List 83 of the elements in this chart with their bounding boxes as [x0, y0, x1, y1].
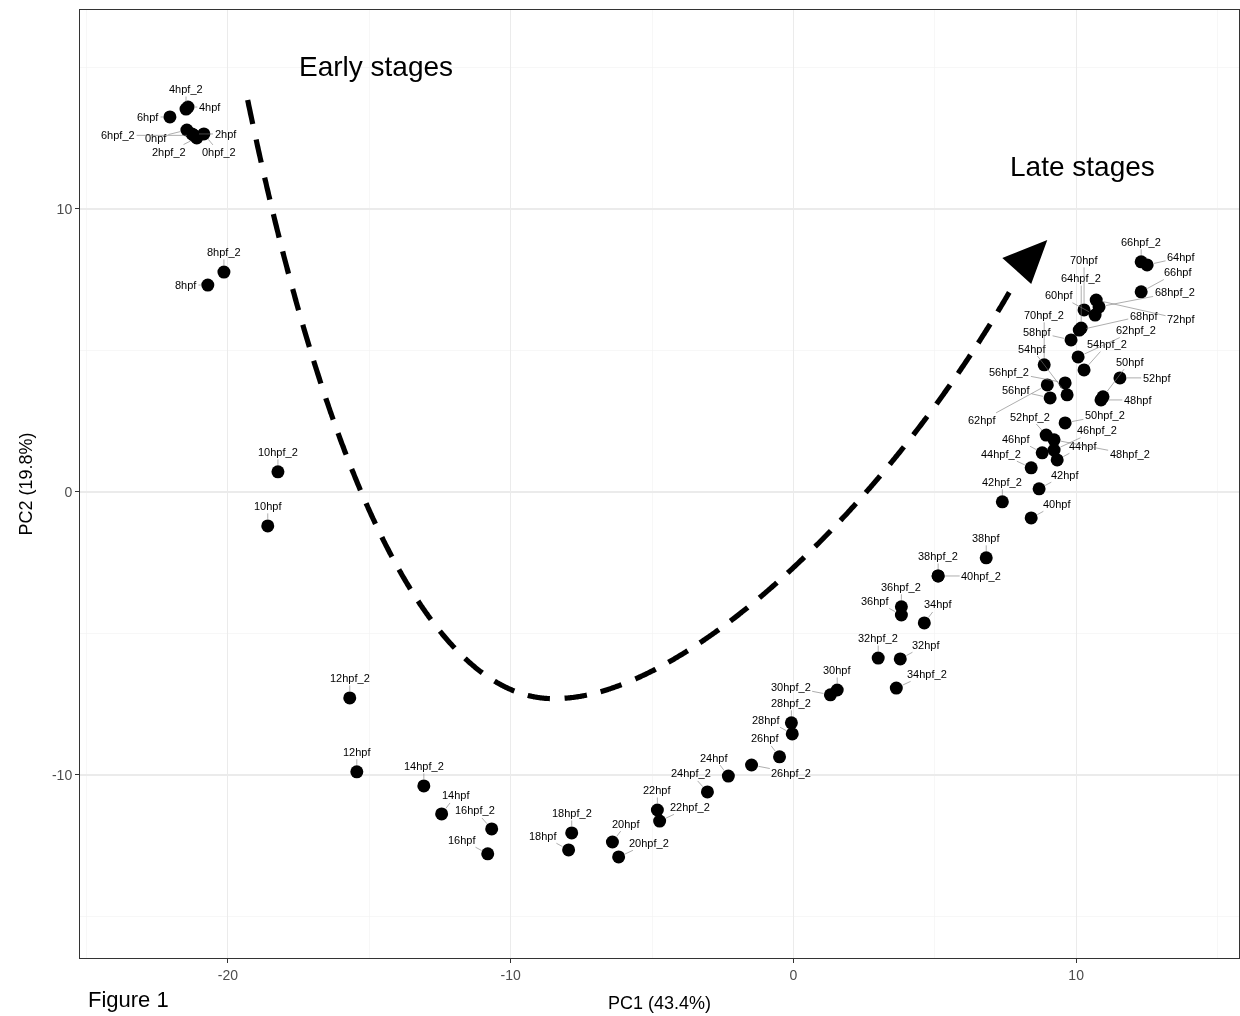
annotation: Late stages — [1010, 151, 1155, 182]
annotation: 66hpf — [1164, 266, 1193, 278]
annotation: 50hpf_2 — [1085, 409, 1125, 421]
annotation: 54hpf — [1018, 343, 1047, 355]
annotation: 14hpf_2 — [404, 760, 444, 772]
annotation: 2hpf — [215, 128, 238, 140]
annotation: 30hpf — [823, 664, 852, 676]
annotation: 34hpf_2 — [907, 668, 947, 680]
annotation: 18hpf_2 — [552, 807, 592, 819]
annotation: 48hpf_2 — [1110, 448, 1150, 460]
y-tick-label: 0 — [64, 483, 73, 500]
annotation: 32hpf_2 — [858, 632, 898, 644]
annotation: 4hpf — [199, 101, 222, 113]
annotation: 62hpf — [968, 414, 997, 426]
annotation: 36hpf_2 — [881, 581, 921, 593]
annotation: 28hpf_2 — [771, 697, 811, 709]
annotation: 66hpf_2 — [1121, 236, 1161, 248]
y-axis-title: PC2 (19.8%) — [16, 432, 37, 536]
annotation: 68hpf — [1130, 310, 1159, 322]
annotation: 64hpf_2 — [1061, 272, 1101, 284]
annotation: 22hpf — [643, 784, 672, 796]
annotation: 72hpf — [1167, 313, 1196, 325]
annotation: 2hpf_2 — [152, 146, 186, 158]
x-tick-label: -10 — [500, 966, 521, 983]
annotation: 70hpf_2 — [1024, 309, 1064, 321]
annotation: 50hpf — [1116, 356, 1145, 368]
annotation: 64hpf — [1167, 251, 1196, 263]
annotation: 4hpf_2 — [169, 83, 203, 95]
annotation: 16hpf_2 — [455, 804, 495, 816]
annotation: 24hpf — [700, 752, 729, 764]
annotation: 38hpf_2 — [918, 550, 958, 562]
annotation: 8hpf — [175, 279, 198, 291]
annotation: 38hpf — [972, 532, 1001, 544]
annotation: 0hpf — [145, 132, 168, 144]
annotation: 42hpf_2 — [982, 476, 1022, 488]
x-axis-title: PC1 (43.4%) — [607, 992, 712, 1013]
annotation: 68hpf_2 — [1155, 286, 1195, 298]
annotation: 62hpf_2 — [1116, 324, 1156, 336]
annotation: 48hpf — [1124, 394, 1153, 406]
annotation: 20hpf_2 — [629, 837, 669, 849]
annotation: 36hpf — [861, 595, 890, 607]
annotation: 10hpf — [254, 500, 283, 512]
annotation: 32hpf — [912, 639, 941, 651]
annotation: 34hpf — [924, 598, 953, 610]
annotation: 12hpf_2 — [330, 672, 370, 684]
annotation: 0hpf_2 — [202, 146, 236, 158]
annotation: 52hpf_2 — [1010, 411, 1050, 423]
annotation: 22hpf_2 — [670, 801, 710, 813]
annotation: 46hpf — [1002, 433, 1031, 445]
annotation: 52hpf — [1143, 372, 1172, 384]
annotation: 28hpf — [752, 714, 781, 726]
annotation: 26hpf — [751, 732, 780, 744]
annotation: 24hpf_2 — [671, 767, 711, 779]
annotation: 10hpf_2 — [258, 446, 298, 458]
annotation: 14hpf — [442, 789, 471, 801]
annotation: 42hpf — [1051, 469, 1080, 481]
x-tick-label: 10 — [1068, 966, 1085, 983]
annotation: 60hpf — [1045, 289, 1074, 301]
caption: Figure 1 — [88, 987, 169, 1012]
annotation: 40hpf — [1043, 498, 1072, 510]
x-tick-label: -20 — [217, 966, 239, 983]
annotation: 70hpf — [1070, 254, 1099, 266]
annotation: 44hpf_2 — [981, 448, 1021, 460]
annotation: 18hpf — [529, 830, 558, 842]
annotation: 44hpf — [1069, 440, 1098, 452]
annotation: 16hpf — [448, 834, 477, 846]
annotation: 8hpf_2 — [207, 246, 241, 258]
y-tick-label: -10 — [51, 766, 73, 783]
annotation: 20hpf — [612, 818, 641, 830]
x-tick-label: 0 — [789, 966, 798, 983]
annotation: 26hpf_2 — [771, 767, 811, 779]
annotation: 12hpf — [343, 746, 372, 758]
annotation: 56hpf_2 — [989, 366, 1029, 378]
y-tick-label: 10 — [56, 200, 73, 217]
annotation: 6hpf — [137, 111, 160, 123]
annotation: 46hpf_2 — [1077, 424, 1117, 436]
annotation: 54hpf_2 — [1087, 338, 1127, 350]
annotation: 40hpf_2 — [961, 570, 1001, 582]
annotation: 6hpf_2 — [101, 129, 135, 141]
annotation: 30hpf_2 — [771, 681, 811, 693]
annotation: 56hpf — [1002, 384, 1031, 396]
annotation: Early stages — [299, 51, 454, 82]
annotation: 58hpf — [1023, 326, 1052, 338]
